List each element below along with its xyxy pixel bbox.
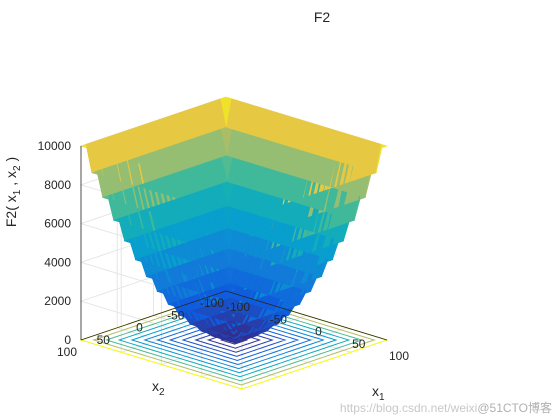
x-tick-label: 50 — [352, 337, 366, 351]
x-axis-line — [225, 290, 388, 341]
contour-line — [130, 306, 338, 374]
chart-title: F2 — [314, 9, 331, 25]
y-axis-label: x2 — [152, 378, 165, 398]
z-tick-label: 8000 — [44, 178, 71, 192]
contour-line — [117, 302, 351, 378]
surface-mesh — [80, 96, 388, 344]
z-tick-label: 2000 — [44, 294, 71, 308]
z-tick-label: 0 — [64, 333, 71, 347]
x-tick-label: -50 — [270, 312, 288, 326]
x-tick-label: 0 — [315, 325, 322, 339]
y-axis-line — [80, 290, 227, 341]
y-tick-label: -100 — [200, 296, 224, 310]
y-tick-label: 100 — [57, 345, 77, 359]
x-axis-label: x1 — [372, 383, 385, 403]
axes — [80, 146, 388, 341]
z-axis-label: F2( x1 , x2 ) — [3, 157, 23, 227]
y-tick-label: 0 — [136, 321, 143, 335]
watermark: https://blog.csdn.net/weixi@51CTO博客 — [339, 401, 552, 415]
y-tick-label: 50 — [97, 333, 111, 347]
z-tick-label: 6000 — [44, 217, 71, 231]
contour-line — [143, 310, 325, 370]
contour-line — [104, 298, 364, 382]
x-tick-label: -100 — [226, 300, 250, 314]
contour-line — [92, 294, 376, 386]
tick-labels: -100-50050100-100-5005010002000400060008… — [38, 139, 410, 363]
contour-line — [155, 314, 313, 366]
surface-cell — [375, 143, 388, 173]
z-tick-label: 10000 — [38, 139, 72, 153]
y-tick-label: -50 — [167, 308, 185, 322]
x-tick-label: 100 — [389, 349, 409, 363]
z-tick-label: 4000 — [44, 255, 71, 269]
